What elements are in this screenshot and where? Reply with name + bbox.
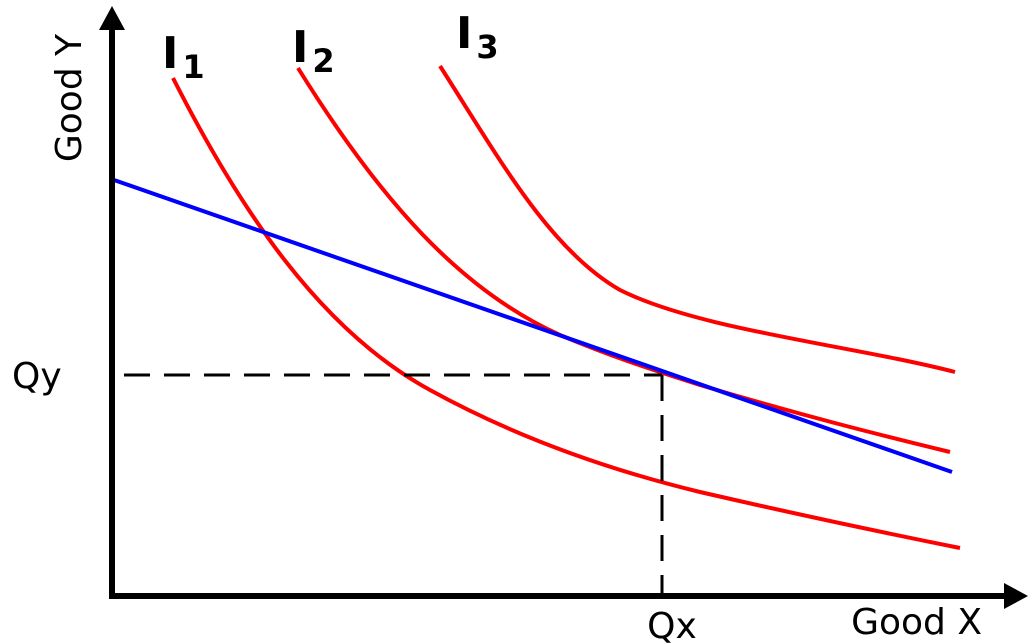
- budget-line: [113, 178, 953, 474]
- curve-label-i3-sub: 3: [476, 28, 498, 66]
- curve-label-i2-main: I: [292, 22, 308, 73]
- curve-label-i1-sub: 1: [182, 48, 204, 86]
- indifference-curve-i2: [296, 66, 951, 454]
- y-axis-label: Good Y: [49, 33, 90, 162]
- curve-label-i2-sub: 2: [312, 42, 334, 80]
- y-axis-arrowhead: [99, 6, 125, 30]
- qy-label: Qy: [12, 356, 62, 397]
- qx-label: Qx: [647, 606, 697, 644]
- indifference-curve-i1: [171, 77, 961, 550]
- x-axis-label: Good X: [851, 602, 982, 643]
- curve-label-i1-main: I: [162, 28, 178, 79]
- indifference-curve-i3: [438, 64, 956, 374]
- curve-label-i3-main: I: [456, 8, 472, 59]
- x-axis-arrowhead: [1004, 583, 1028, 609]
